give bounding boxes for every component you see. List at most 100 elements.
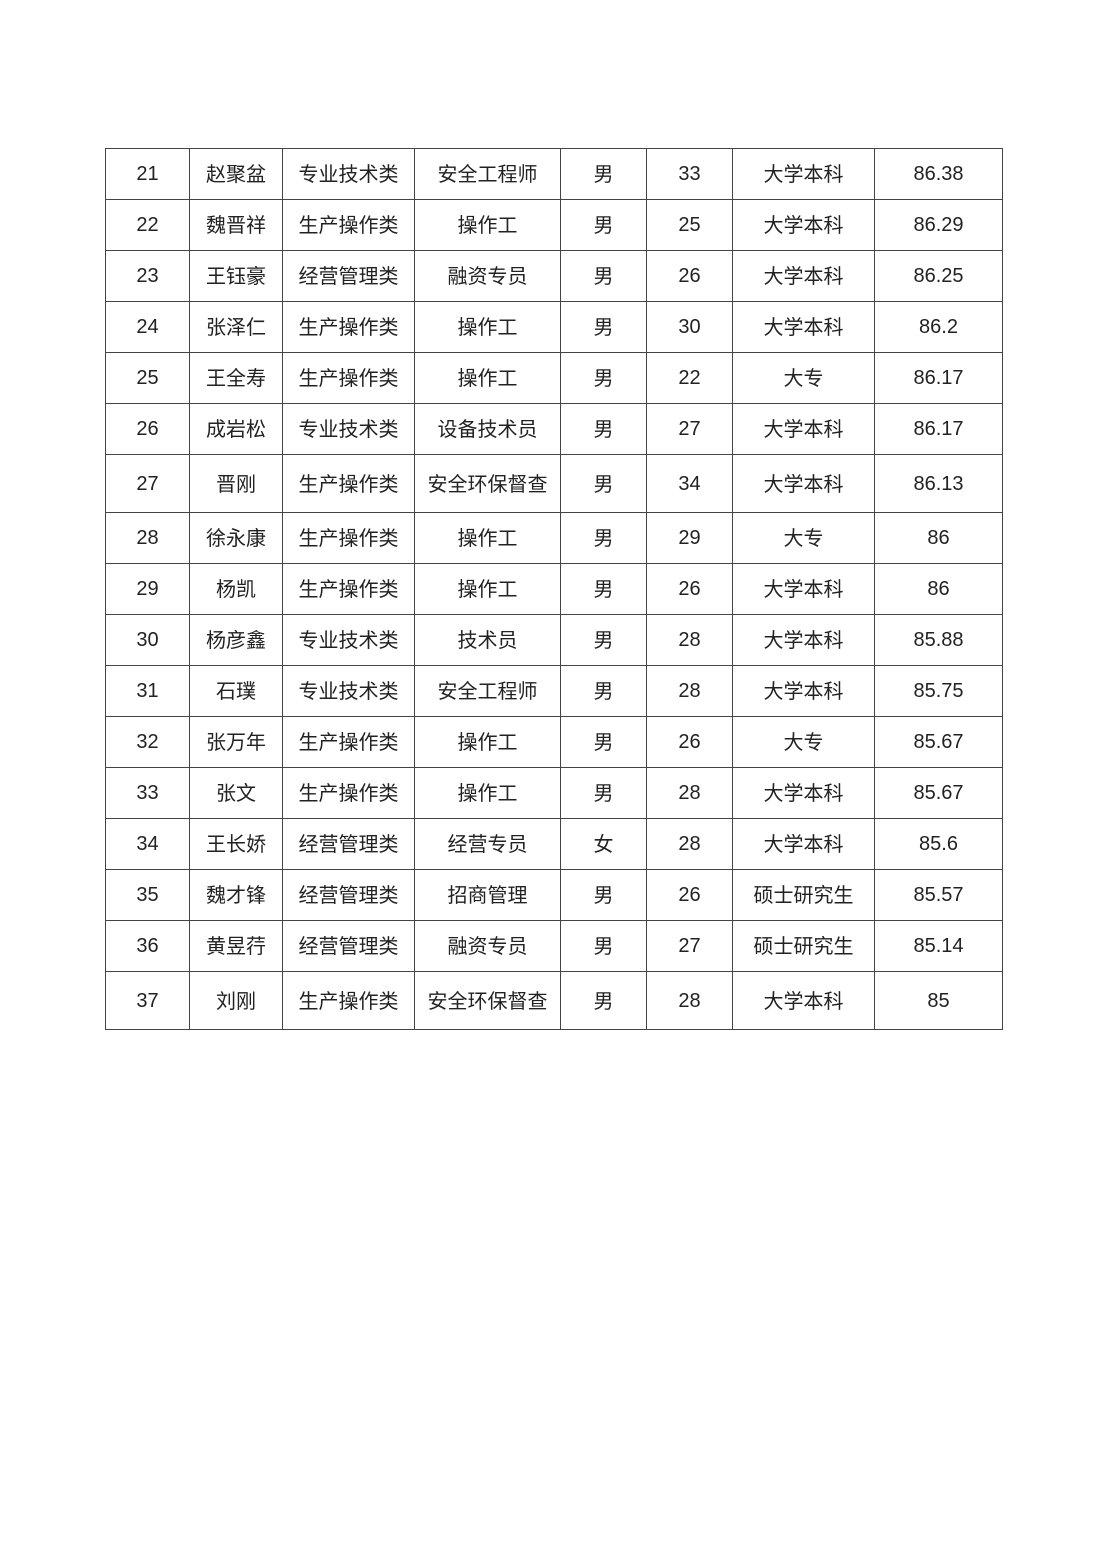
cell-gender: 男 xyxy=(560,352,647,404)
cell-position: 安全工程师 xyxy=(414,148,561,200)
cell-education: 大学本科 xyxy=(732,199,875,251)
table-row: 29 杨凯 生产操作类 操作工男 26 大学本科 86 xyxy=(105,563,1003,615)
cell-education: 大专 xyxy=(732,512,875,564)
cell-age: 25 xyxy=(646,199,733,251)
cell-category: 专业技术类 xyxy=(282,403,415,455)
cell-row-number: 34 xyxy=(105,818,190,870)
cell-score: 86.25 xyxy=(874,250,1003,302)
cell-age: 28 xyxy=(646,614,733,666)
cell-category: 生产操作类 xyxy=(282,199,415,251)
cell-position: 操作工 xyxy=(414,301,561,353)
cell-gender: 男 xyxy=(560,665,647,717)
table-row: 27 晋刚 生产操作类 安全环保督查男 34 大学本科 86.13 xyxy=(105,454,1003,513)
cell-score: 85 xyxy=(874,971,1003,1030)
cell-education: 大学本科 xyxy=(732,971,875,1030)
cell-score: 85.14 xyxy=(874,920,1003,972)
cell-education: 大学本科 xyxy=(732,818,875,870)
cell-score: 85.75 xyxy=(874,665,1003,717)
cell-education: 大学本科 xyxy=(732,301,875,353)
cell-name: 黄昱荇 xyxy=(189,920,283,972)
cell-position: 操作工 xyxy=(414,716,561,768)
cell-position: 融资专员 xyxy=(414,920,561,972)
cell-name: 魏才锋 xyxy=(189,869,283,921)
cell-category: 经营管理类 xyxy=(282,869,415,921)
cell-row-number: 27 xyxy=(105,454,190,513)
cell-position: 技术员 xyxy=(414,614,561,666)
cell-gender: 女 xyxy=(560,818,647,870)
cell-age: 27 xyxy=(646,920,733,972)
cell-name: 赵聚盆 xyxy=(189,148,283,200)
cell-score: 85.57 xyxy=(874,869,1003,921)
candidate-table: 21 赵聚盆 专业技术类 安全工程师男 33 大学本科 86.38 22 魏晋祥 生产操作类 操作工… xyxy=(105,148,1003,1030)
cell-score: 86.2 xyxy=(874,301,1003,353)
table-row: 24 张泽仁 生产操作类 操作工男 30 大学本科 86.2 xyxy=(105,301,1003,353)
table-row: 30 杨彦鑫 专业技术类 技术员男 28 大学本科 85.88 xyxy=(105,614,1003,666)
cell-category: 生产操作类 xyxy=(282,454,415,513)
table-row: 34 王长娇 经营管理类 经营专员女 28 大学本科 85.6 xyxy=(105,818,1003,870)
cell-gender: 男 xyxy=(560,869,647,921)
cell-position: 安全工程师 xyxy=(414,665,561,717)
cell-category: 生产操作类 xyxy=(282,767,415,819)
cell-age: 26 xyxy=(646,869,733,921)
cell-score: 86 xyxy=(874,512,1003,564)
cell-row-number: 25 xyxy=(105,352,190,404)
cell-gender: 男 xyxy=(560,512,647,564)
table-row: 33 张文 生产操作类 操作工男 28 大学本科 85.67 xyxy=(105,767,1003,819)
cell-category: 专业技术类 xyxy=(282,148,415,200)
cell-position: 招商管理 xyxy=(414,869,561,921)
cell-name: 王钰豪 xyxy=(189,250,283,302)
cell-education: 大学本科 xyxy=(732,403,875,455)
cell-name: 石璞 xyxy=(189,665,283,717)
table-body: 21 赵聚盆 专业技术类 安全工程师男 33 大学本科 86.38 22 魏晋祥 生产操作类 操作工… xyxy=(105,148,1003,1030)
cell-name: 张万年 xyxy=(189,716,283,768)
cell-name: 徐永康 xyxy=(189,512,283,564)
table-row: 25 王全寿 生产操作类 操作工男 22 大专 86.17 xyxy=(105,352,1003,404)
cell-row-number: 31 xyxy=(105,665,190,717)
cell-gender: 男 xyxy=(560,403,647,455)
cell-position: 操作工 xyxy=(414,199,561,251)
cell-gender: 男 xyxy=(560,716,647,768)
cell-score: 85.67 xyxy=(874,767,1003,819)
cell-category: 专业技术类 xyxy=(282,614,415,666)
cell-category: 经营管理类 xyxy=(282,920,415,972)
cell-position: 操作工 xyxy=(414,352,561,404)
cell-name: 刘刚 xyxy=(189,971,283,1030)
cell-name: 王全寿 xyxy=(189,352,283,404)
cell-category: 生产操作类 xyxy=(282,971,415,1030)
cell-row-number: 37 xyxy=(105,971,190,1030)
cell-name: 张泽仁 xyxy=(189,301,283,353)
cell-category: 生产操作类 xyxy=(282,512,415,564)
cell-age: 34 xyxy=(646,454,733,513)
cell-row-number: 26 xyxy=(105,403,190,455)
cell-position: 经营专员 xyxy=(414,818,561,870)
cell-row-number: 29 xyxy=(105,563,190,615)
table-row: 26 成岩松 专业技术类 设备技术员男 27 大学本科 86.17 xyxy=(105,403,1003,455)
cell-gender: 男 xyxy=(560,301,647,353)
cell-position: 操作工 xyxy=(414,767,561,819)
cell-education: 大专 xyxy=(732,352,875,404)
cell-education: 大专 xyxy=(732,716,875,768)
cell-age: 27 xyxy=(646,403,733,455)
cell-category: 生产操作类 xyxy=(282,716,415,768)
cell-category: 经营管理类 xyxy=(282,250,415,302)
cell-education: 大学本科 xyxy=(732,614,875,666)
cell-education: 大学本科 xyxy=(732,454,875,513)
cell-education: 硕士研究生 xyxy=(732,920,875,972)
cell-age: 28 xyxy=(646,665,733,717)
cell-category: 经营管理类 xyxy=(282,818,415,870)
cell-gender: 男 xyxy=(560,199,647,251)
cell-gender: 男 xyxy=(560,614,647,666)
table-row: 21 赵聚盆 专业技术类 安全工程师男 33 大学本科 86.38 xyxy=(105,148,1003,200)
cell-row-number: 23 xyxy=(105,250,190,302)
cell-education: 硕士研究生 xyxy=(732,869,875,921)
cell-age: 30 xyxy=(646,301,733,353)
cell-score: 85.67 xyxy=(874,716,1003,768)
cell-position: 安全环保督查 xyxy=(414,971,561,1030)
cell-gender: 男 xyxy=(560,920,647,972)
cell-name: 晋刚 xyxy=(189,454,283,513)
cell-score: 86.17 xyxy=(874,403,1003,455)
cell-name: 张文 xyxy=(189,767,283,819)
cell-name: 王长娇 xyxy=(189,818,283,870)
cell-row-number: 21 xyxy=(105,148,190,200)
cell-row-number: 36 xyxy=(105,920,190,972)
